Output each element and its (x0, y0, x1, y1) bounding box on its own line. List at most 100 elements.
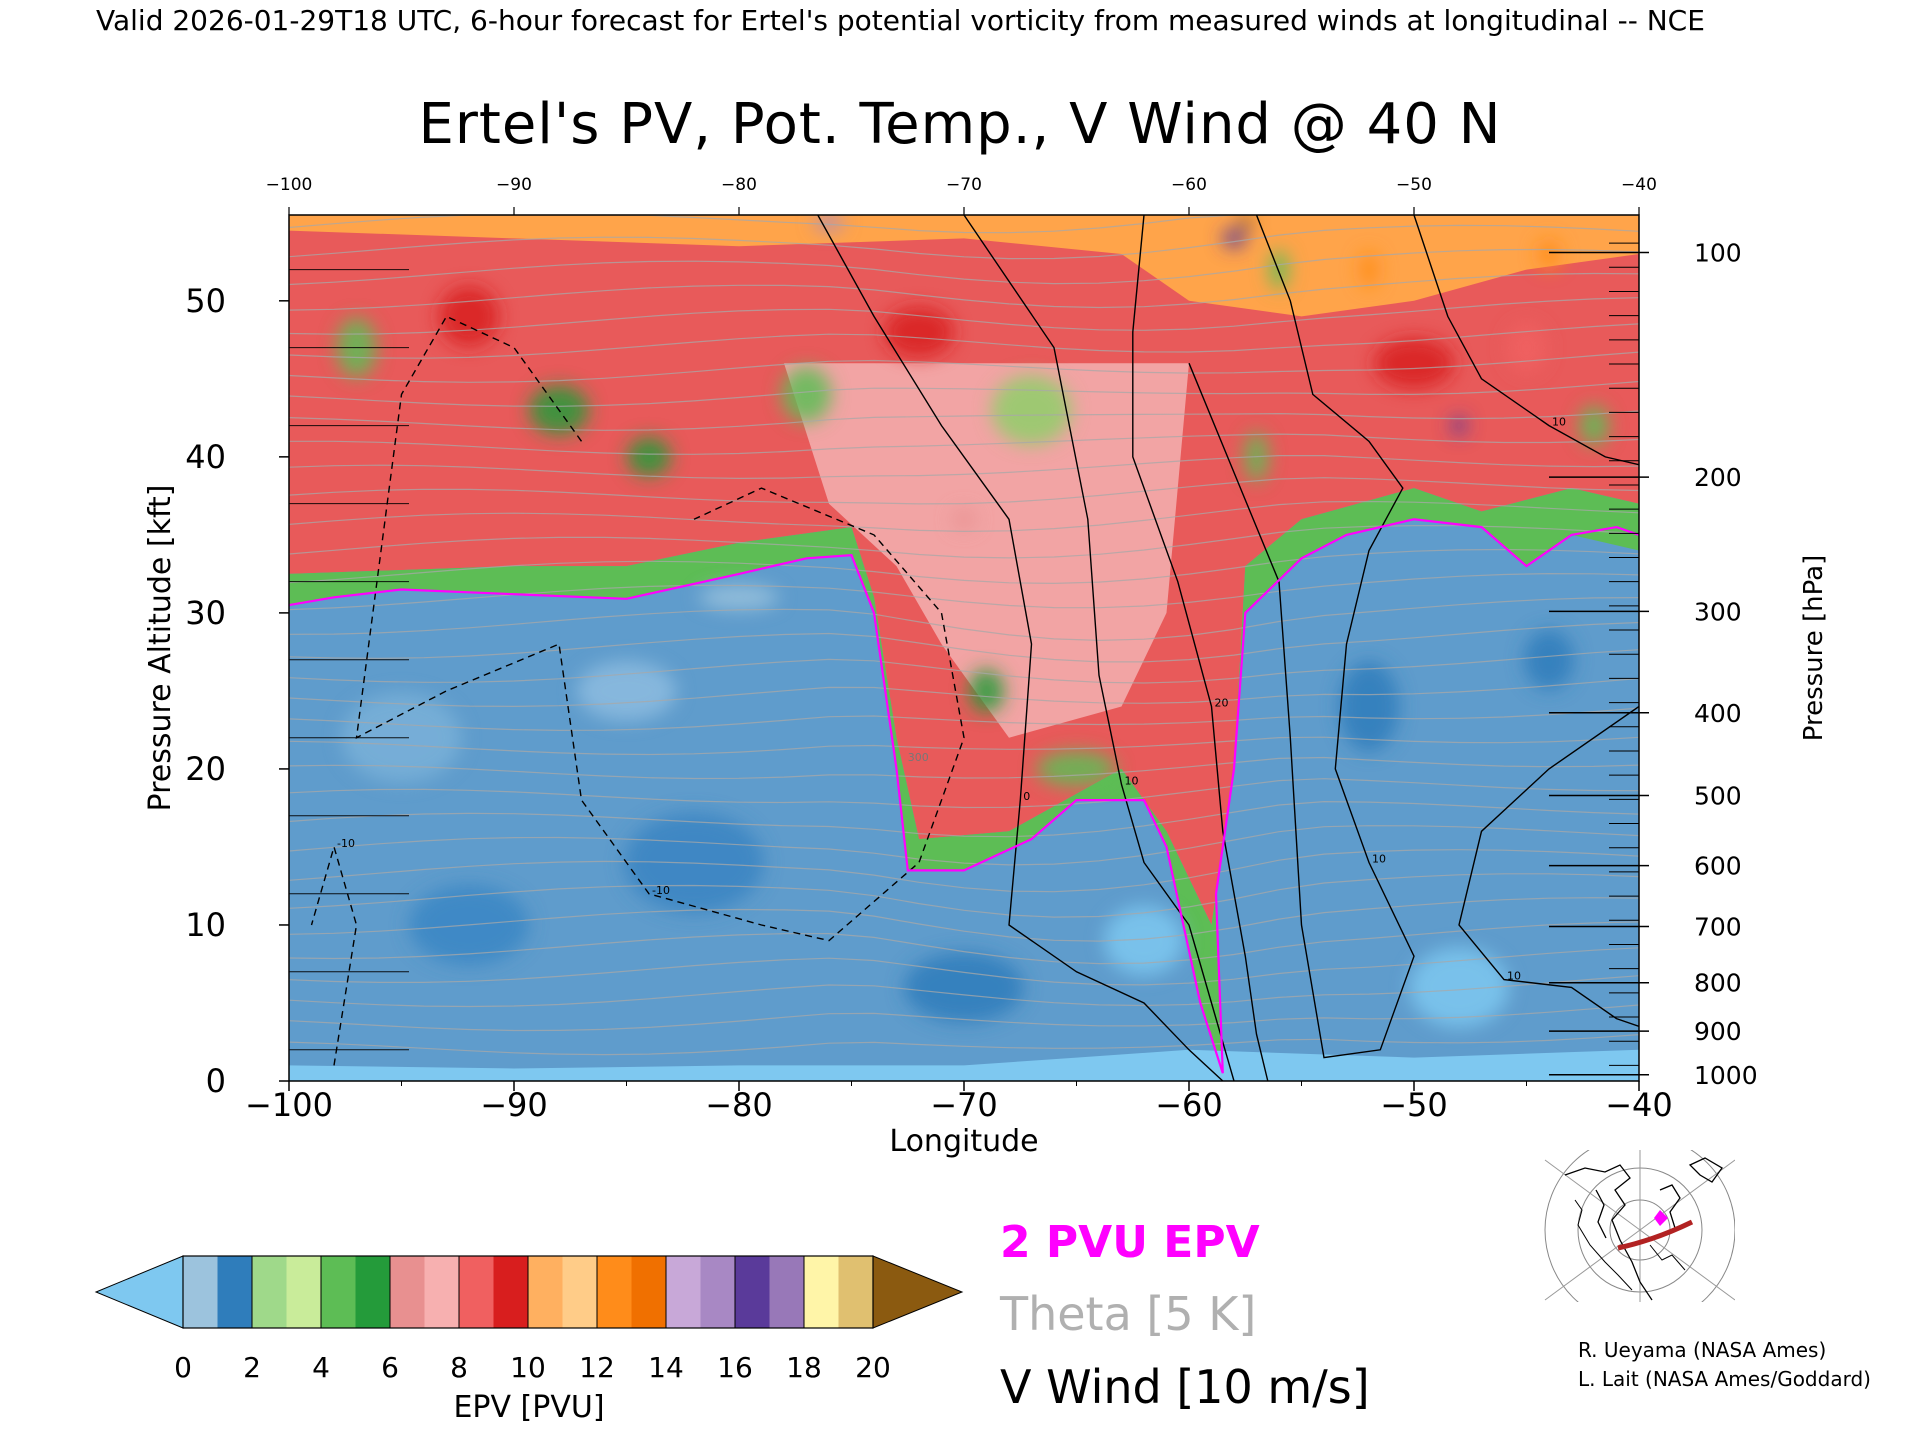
field-blob (1451, 415, 1467, 436)
y-tick-label-left: 0 (206, 1062, 226, 1100)
colorbar-tick-label: 16 (717, 1351, 753, 1384)
field-blob (884, 307, 954, 358)
legend-entry-vwind: V Wind [10 m/s] (1000, 1360, 1370, 1414)
credit-line-2: L. Lait (NASA Ames/Goddard) (1578, 1367, 1871, 1391)
colorbar-bin (459, 1256, 494, 1328)
theta-contour (289, 825, 1639, 866)
v-wind-contour-4 (1132, 215, 1269, 1081)
field-blob (1537, 239, 1561, 270)
pv-2pvu-line (289, 518, 1639, 1074)
theta-contour (289, 621, 1639, 663)
coastline-north-america (1564, 1157, 1723, 1301)
theta-contour (289, 524, 1639, 559)
theta-contour (289, 455, 1639, 480)
theta-contour (289, 1034, 1639, 1056)
field-blob (576, 660, 677, 721)
v-wind-contour-label: 10 (1507, 970, 1521, 983)
epv-field: 300 -10 -10 0 10 20 10 10 10 (289, 215, 1639, 1081)
x-tick-label-bottom: −70 (930, 1086, 998, 1124)
theta-contour (289, 297, 1639, 335)
theta-contour (289, 548, 1639, 585)
colorbar-tick-label: 0 (174, 1351, 192, 1384)
colorbar-label: EPV [PVU] (453, 1390, 604, 1425)
theta-contour (289, 800, 1639, 838)
v-wind-contour-label: 20 (1215, 697, 1229, 710)
v-wind-contour-label: -10 (337, 837, 355, 850)
colorbar-bin (631, 1256, 667, 1328)
legend: 2 PVU EPV Theta [5 K] V Wind [10 m/s] (999, 1217, 1370, 1414)
colorbar-bin (804, 1256, 839, 1328)
colorbar-bin (252, 1256, 287, 1328)
field-blob (814, 215, 844, 231)
colorbar-tick-label: 6 (381, 1351, 399, 1384)
theta-contour (289, 351, 1639, 383)
pressure-tick-label: 500 (1694, 781, 1742, 810)
field-blob (627, 436, 671, 477)
colorbar-tick-label: 2 (243, 1351, 261, 1384)
x-tick-label-bottom: −90 (480, 1086, 548, 1124)
x-tick-label-bottom: −60 (1155, 1086, 1223, 1124)
theta-contour (289, 410, 1639, 431)
field-blob (1359, 251, 1379, 288)
theta-contour (289, 433, 1639, 455)
theta-contour (289, 323, 1639, 359)
colorbar-bin (390, 1256, 425, 1328)
colorbar-bin (217, 1256, 253, 1328)
pressure-tick-label: 300 (1694, 597, 1742, 626)
field-blob (1409, 947, 1509, 1028)
theta-contours: 300 (289, 215, 1639, 1056)
v-wind-contour-2 (817, 215, 1224, 1081)
field-blob (904, 952, 1024, 1023)
y-tick-label-left: 20 (185, 750, 226, 788)
v-wind-contour-label: 10 (1125, 775, 1139, 788)
x-tick-label-top: −40 (1621, 175, 1657, 195)
pressure-tick-label: 100 (1694, 238, 1742, 267)
v-wind-contour-5 (1188, 215, 1415, 1059)
legend-entry-theta: Theta [5 K] (999, 1287, 1256, 1341)
x-tick-label-top: −50 (1396, 175, 1432, 195)
colorbar-tick-label: 20 (855, 1351, 891, 1384)
colorbar-tick-label: 8 (450, 1351, 468, 1384)
theta-contour (289, 500, 1639, 533)
x-tick-label-bottom: −80 (705, 1086, 773, 1124)
theta-contour (289, 649, 1639, 684)
field-blob (968, 668, 1005, 713)
pressure-tick-label: 400 (1694, 699, 1742, 728)
y-axis-left-label: Pressure Altitude [kft] (143, 485, 178, 812)
colorbar-tick-label: 18 (786, 1351, 822, 1384)
theta-contour (289, 736, 1639, 756)
theta-contour (289, 849, 1639, 893)
chart-title: Ertel's PV, Pot. Temp., V Wind @ 40 N (418, 92, 1501, 157)
theta-contour (289, 897, 1639, 942)
field-blob (1104, 905, 1184, 976)
field-blob (699, 585, 779, 610)
field-blob (991, 375, 1072, 446)
colorbar-bin (700, 1256, 736, 1328)
x-axis-label: Longitude (889, 1124, 1038, 1159)
field-blob (1036, 750, 1117, 787)
theta-contour (289, 975, 1639, 1008)
axes: −100 −100 −90 −90 −80 −80 −70 −70 −60 −60 −50 −50 −4… (185, 175, 1757, 1124)
theta-contour (289, 707, 1639, 732)
theta-contour (289, 477, 1639, 505)
v-wind-contour-0 (310, 844, 358, 1066)
colorbar-bin (183, 1256, 218, 1328)
theta-contour (289, 756, 1639, 780)
credit-line-1: R. Ueyama (NASA Ames) (1578, 1338, 1826, 1362)
theta-contour (289, 248, 1639, 286)
colorbar-max-extend (872, 1255, 964, 1329)
theta-contour (289, 873, 1639, 918)
theta-contour (289, 778, 1639, 809)
flight-marker-icon (1654, 1210, 1668, 1226)
x-tick-label-bottom: −100 (245, 1086, 333, 1124)
y-tick-label-left: 30 (185, 594, 226, 632)
field-blob (1579, 405, 1609, 446)
legend-entry-pv: 2 PVU EPV (1000, 1217, 1260, 1268)
colorbar-tick-label: 14 (648, 1351, 684, 1384)
y-tick-label-left: 50 (185, 282, 226, 320)
field-blob (1524, 629, 1574, 690)
pressure-tick-label: 200 (1694, 463, 1742, 492)
field-blob (952, 509, 976, 530)
pressure-tick-label: 800 (1694, 969, 1742, 998)
theta-contour (289, 921, 1639, 965)
